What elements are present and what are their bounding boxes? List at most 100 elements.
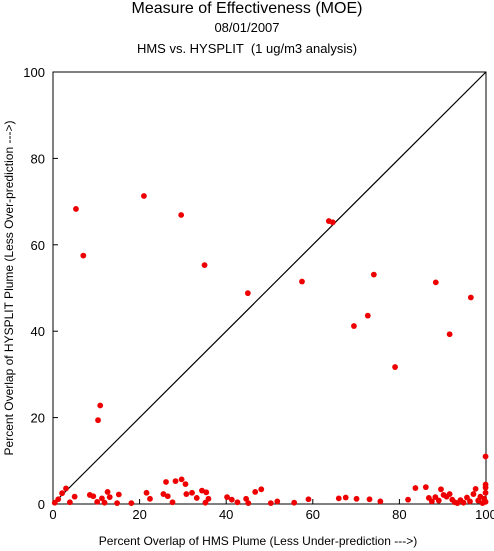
- data-point: [90, 493, 97, 500]
- data-point: [234, 499, 241, 506]
- data-point: [203, 489, 210, 496]
- data-point: [101, 499, 108, 506]
- data-point: [189, 489, 195, 496]
- data-point: [178, 476, 185, 483]
- data-point: [342, 494, 349, 501]
- data-point: [66, 499, 73, 506]
- data-point: [464, 494, 470, 501]
- data-point: [115, 491, 122, 498]
- x-tick-label: 80: [392, 507, 406, 522]
- data-point: [291, 499, 298, 506]
- data-point: [193, 495, 200, 501]
- data-point: [147, 495, 153, 502]
- data-point: [97, 402, 104, 409]
- data-point: [377, 498, 384, 505]
- x-tick-label: 100: [475, 507, 494, 522]
- data-point: [428, 498, 435, 505]
- x-axis-ticks: 0 20 40 60 80 100: [49, 499, 494, 522]
- data-point: [104, 489, 111, 495]
- y-tick-label: 60: [31, 238, 45, 253]
- data-point: [258, 486, 265, 493]
- data-point: [80, 252, 87, 259]
- data-point: [172, 478, 179, 485]
- data-point: [299, 278, 305, 285]
- diagonal-reference-line: [52, 71, 487, 505]
- data-point: [63, 485, 69, 492]
- y-tick-label: 0: [38, 497, 45, 512]
- data-point: [392, 364, 398, 370]
- data-point: [55, 496, 62, 503]
- y-axis-label: Percent Overlap of HYSPLIT Plume (Less O…: [2, 121, 16, 456]
- data-point: [482, 489, 489, 496]
- data-point: [470, 491, 477, 497]
- data-point: [243, 495, 250, 502]
- data-point: [305, 496, 312, 503]
- data-point: [71, 493, 78, 500]
- chart-subtitle: HMS vs. HYSPLIT (1 ug/m3 analysis): [136, 41, 358, 56]
- data-point: [274, 498, 281, 505]
- data-point: [244, 290, 251, 297]
- data-point: [329, 219, 336, 226]
- chart-title: Measure of Effectiveness (MOE): [131, 0, 363, 17]
- data-point: [224, 494, 230, 500]
- data-point: [482, 498, 489, 505]
- chart-date: 08/01/2007: [214, 20, 280, 35]
- data-point: [467, 498, 473, 505]
- data-point: [205, 495, 212, 502]
- data-point: [106, 494, 113, 500]
- data-point: [422, 484, 429, 491]
- data-point: [99, 495, 105, 502]
- data-point: [467, 294, 474, 301]
- data-point: [472, 485, 479, 492]
- data-point: [128, 500, 135, 507]
- data-point: [446, 331, 453, 338]
- data-point: [446, 491, 453, 497]
- data-point: [160, 491, 167, 497]
- y-axis-ticks: 0 20 40 60 80 100: [23, 65, 58, 512]
- data-point: [482, 481, 489, 488]
- data-point: [94, 498, 101, 505]
- data-point: [202, 499, 209, 506]
- data-point: [228, 496, 235, 503]
- data-point: [335, 495, 342, 502]
- data-point: [141, 193, 147, 199]
- data-point: [245, 500, 252, 507]
- data-point: [178, 212, 185, 218]
- data-point: [143, 489, 150, 496]
- data-point: [353, 495, 360, 502]
- data-point: [364, 312, 371, 319]
- data-points: [51, 193, 489, 507]
- data-point: [412, 485, 419, 491]
- data-point: [73, 206, 79, 212]
- x-axis-label: Percent Overlap of HMS Plume (Less Under…: [99, 534, 417, 548]
- y-tick-label: 20: [31, 411, 45, 426]
- data-point: [252, 489, 259, 495]
- data-point: [201, 262, 208, 269]
- x-tick-label: 0: [49, 507, 56, 522]
- data-point: [351, 323, 357, 329]
- data-point: [95, 417, 101, 424]
- x-tick-label: 60: [306, 507, 320, 522]
- x-tick-label: 20: [132, 507, 146, 522]
- data-point: [163, 479, 169, 485]
- data-point: [438, 486, 444, 493]
- data-point: [460, 499, 467, 506]
- data-point: [169, 499, 176, 506]
- data-point: [267, 500, 274, 507]
- data-point: [366, 496, 373, 503]
- data-point: [432, 279, 439, 286]
- data-point: [370, 271, 377, 278]
- y-tick-label: 80: [31, 151, 45, 166]
- y-tick-label: 100: [23, 65, 45, 80]
- data-point: [435, 497, 442, 504]
- y-tick-label: 40: [31, 324, 45, 339]
- data-point: [405, 496, 411, 503]
- data-point: [482, 453, 489, 460]
- data-point: [183, 491, 190, 497]
- data-point: [164, 493, 171, 500]
- data-point: [182, 481, 189, 488]
- x-tick-label: 40: [219, 507, 233, 522]
- data-point: [59, 490, 65, 497]
- data-point: [114, 500, 120, 507]
